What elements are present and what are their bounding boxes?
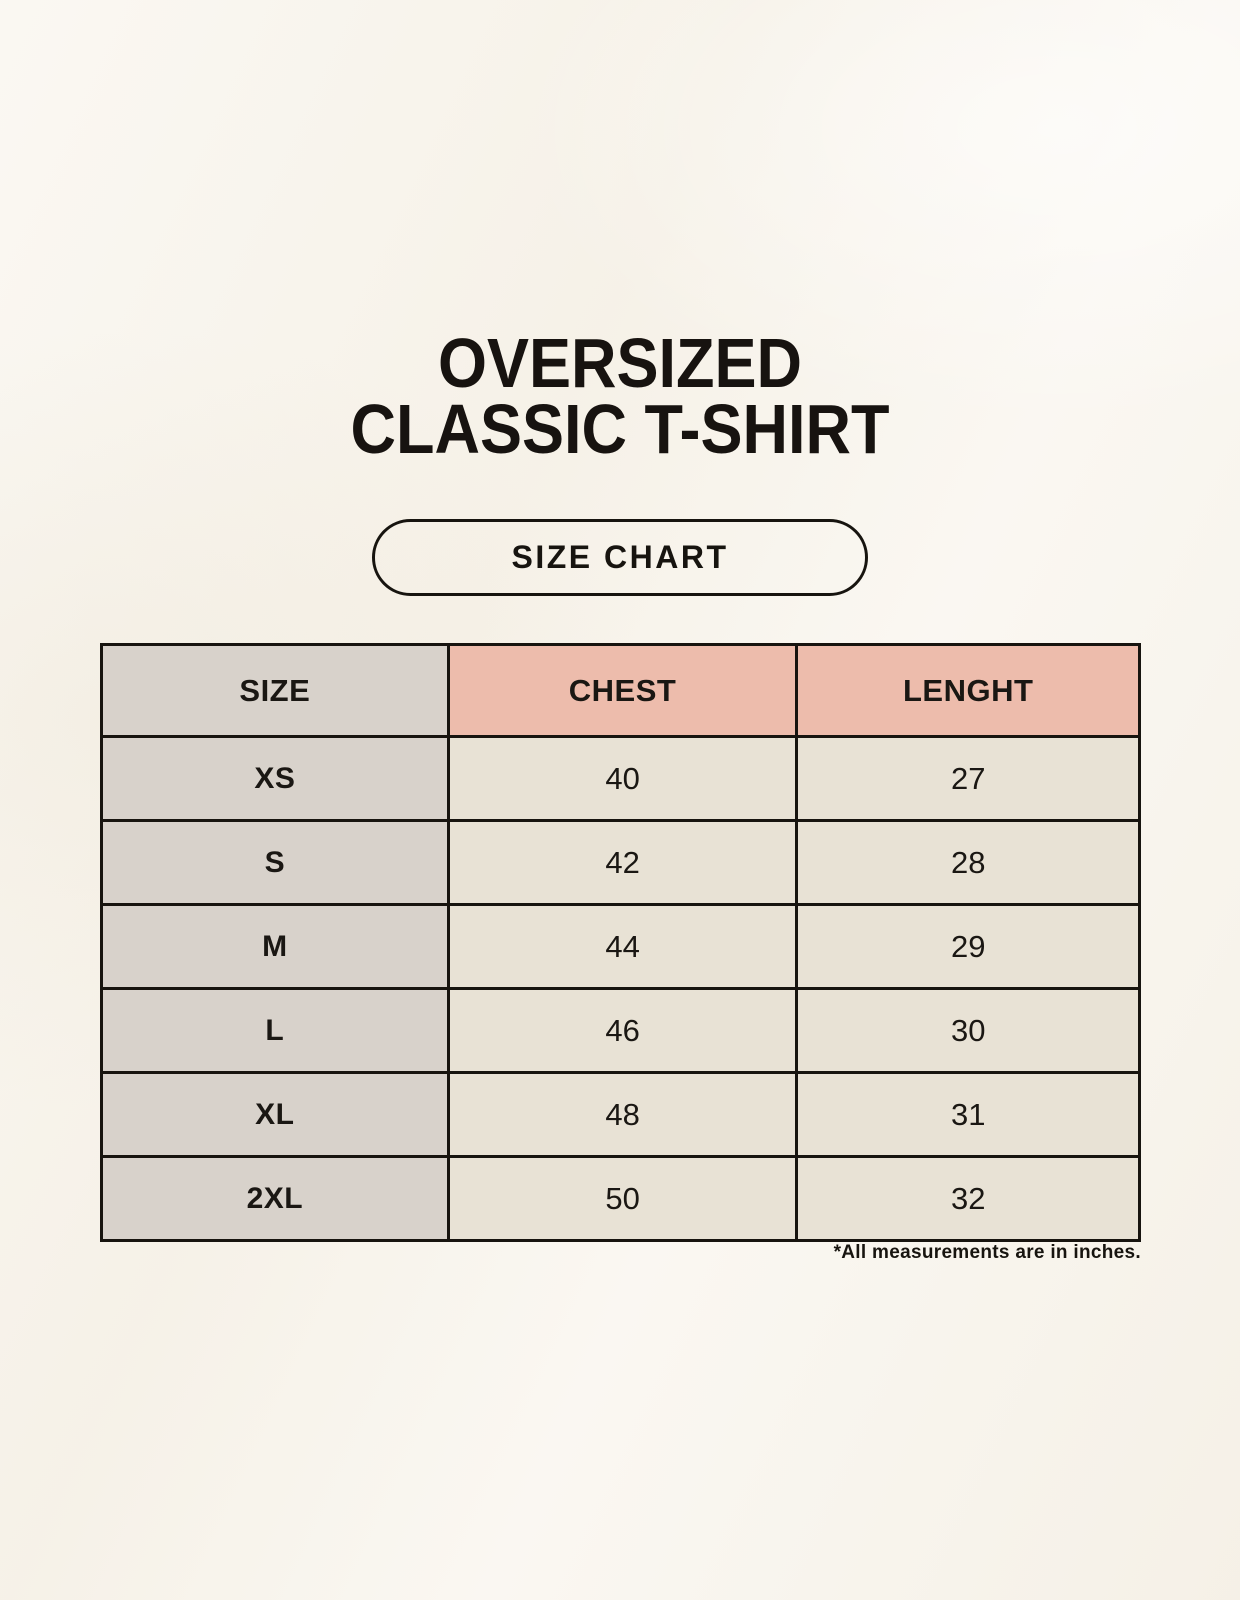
length-value: 27: [795, 735, 1141, 822]
column-header-length: LENGHT: [795, 643, 1141, 738]
column-header-size: SIZE: [100, 643, 450, 738]
size-label: XS: [100, 735, 450, 822]
page-title-line1: OVERSIZED: [437, 324, 803, 402]
chest-value: 40: [446, 735, 799, 822]
chest-value: 46: [446, 987, 799, 1074]
size-chart-table: SIZE CHEST LENGHT XS 40 27 S 42 28 M 44 …: [100, 643, 1141, 1242]
table-row: XL 48 31: [100, 1071, 1141, 1158]
table-row: 2XL 50 32: [100, 1155, 1141, 1242]
column-header-chest: CHEST: [446, 643, 799, 738]
length-value: 31: [795, 1071, 1141, 1158]
size-chart-button-label: SIZE CHART: [511, 539, 729, 575]
table-header-row: SIZE CHEST LENGHT: [100, 643, 1141, 738]
size-label: 2XL: [100, 1155, 450, 1242]
length-value: 29: [795, 903, 1141, 990]
chest-value: 44: [446, 903, 799, 990]
table-row: M 44 29: [100, 903, 1141, 990]
table-row: L 46 30: [100, 987, 1141, 1074]
page-title: OVERSIZED CLASSIC T-SHIRT: [62, 328, 1178, 464]
table-row: XS 40 27: [100, 735, 1141, 822]
chest-value: 50: [446, 1155, 799, 1242]
size-label: M: [100, 903, 450, 990]
chest-value: 42: [446, 819, 799, 906]
length-value: 32: [795, 1155, 1141, 1242]
size-chart-button[interactable]: SIZE CHART: [372, 519, 868, 596]
size-label: S: [100, 819, 450, 906]
length-value: 30: [795, 987, 1141, 1074]
size-label: L: [100, 987, 450, 1074]
table-row: S 42 28: [100, 819, 1141, 906]
measurements-footnote: *All measurements are in inches.: [833, 1242, 1141, 1263]
chest-value: 48: [446, 1071, 799, 1158]
length-value: 28: [795, 819, 1141, 906]
size-label: XL: [100, 1071, 450, 1158]
page-title-line2: CLASSIC T-SHIRT: [350, 390, 890, 468]
